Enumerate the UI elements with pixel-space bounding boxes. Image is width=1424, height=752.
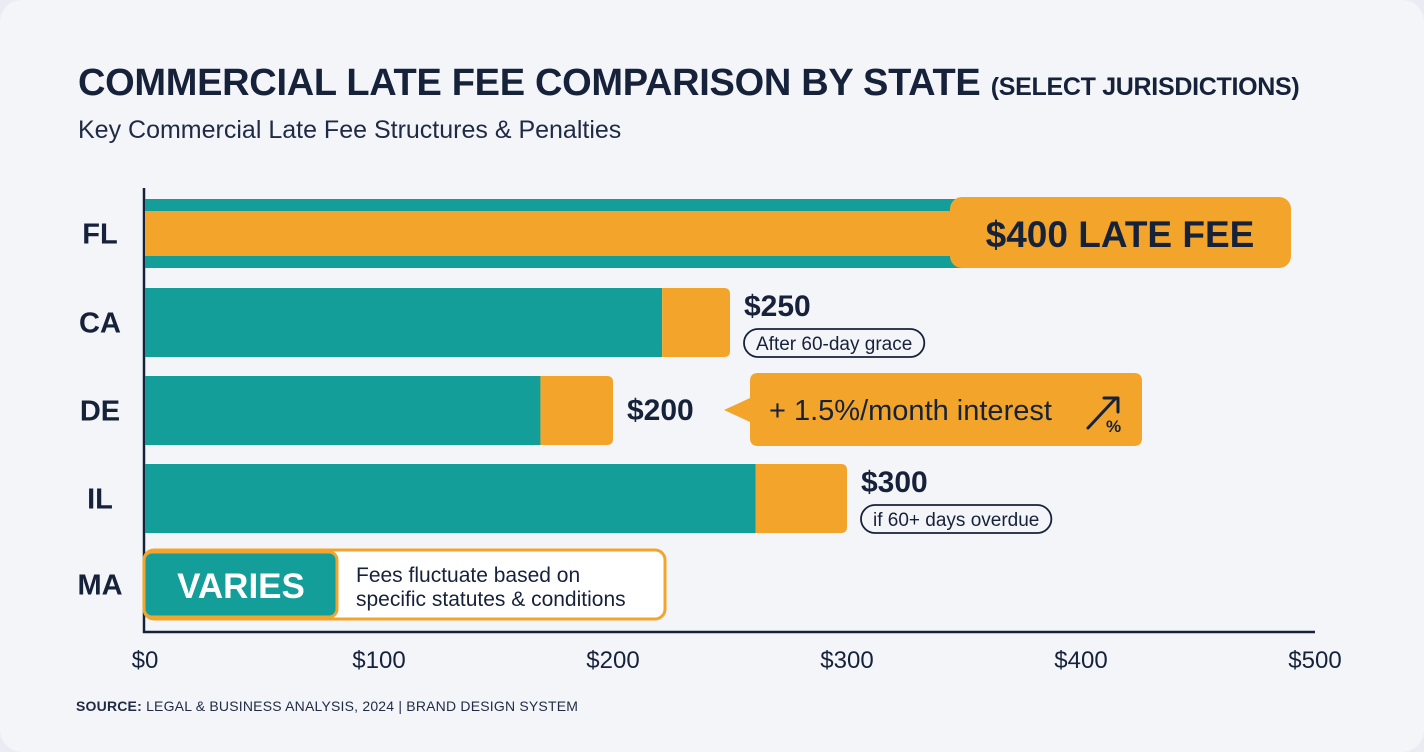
- x-tick-label: $500: [1288, 647, 1341, 674]
- bar-de-teal: [145, 376, 541, 445]
- category-label-il: IL: [87, 484, 113, 516]
- bar-ca-orange: [662, 288, 730, 357]
- x-tick-label: $400: [1054, 647, 1107, 674]
- note-pill-ca: [743, 328, 926, 358]
- note-ca: After 60-day grace: [756, 334, 912, 355]
- callout-fl-box: [950, 197, 1291, 268]
- source-note: SOURCE: LEGAL & BUSINESS ANALYSIS, 2024 …: [76, 698, 578, 714]
- bar-il-orange: [755, 464, 847, 533]
- percent-trend-up-icon: %: [1086, 396, 1121, 436]
- ma-badge-box: [142, 550, 339, 619]
- callout-de-text: + 1.5%/month interest: [769, 395, 1052, 427]
- ma-badge-label: VARIES: [177, 567, 305, 606]
- x-tick-label: $300: [820, 647, 873, 674]
- bar-ca-teal: [145, 288, 663, 357]
- note-pill-il: [860, 504, 1053, 534]
- note-il: if 60+ days overdue: [873, 510, 1039, 531]
- x-tick-label: $0: [132, 647, 159, 674]
- chart-title-suffix: (SELECT JURISDICTIONS): [990, 73, 1300, 101]
- chart-title: COMMERCIAL LATE FEE COMPARISON BY STATE …: [78, 62, 1300, 105]
- ma-note-line: specific statutes & conditions: [356, 588, 626, 611]
- callout-de: + 1.5%/month interest%: [724, 373, 1142, 446]
- x-tick-label: $100: [352, 647, 405, 674]
- ma-note-line: Fees fluctuate based on: [356, 564, 580, 587]
- bar-de-orange: [540, 376, 613, 445]
- category-label-ma: MA: [77, 570, 122, 602]
- category-label-de: DE: [80, 396, 120, 428]
- value-label-ca: $250: [744, 290, 811, 323]
- callout-fl: $400 LATE FEE: [950, 197, 1291, 268]
- category-label-fl: FL: [82, 219, 117, 251]
- value-label-de: $200: [627, 394, 694, 427]
- icon-percent: %: [1106, 417, 1121, 436]
- icon-arrow: [1086, 396, 1120, 430]
- chart-subtitle: Key Commercial Late Fee Structures & Pen…: [78, 116, 622, 144]
- x-tick-label: $200: [586, 647, 639, 674]
- source-text: LEGAL & BUSINESS ANALYSIS, 2024 | BRAND …: [146, 698, 579, 714]
- chart-title-main: COMMERCIAL LATE FEE COMPARISON BY STATE: [78, 62, 981, 104]
- category-label-ca: CA: [79, 308, 121, 340]
- callout-fl-label: $400 LATE FEE: [986, 214, 1255, 255]
- source-label: SOURCE:: [76, 698, 142, 714]
- callout-de-box: [724, 373, 1142, 446]
- bar-il-teal: [145, 464, 756, 533]
- value-label-il: $300: [861, 466, 928, 499]
